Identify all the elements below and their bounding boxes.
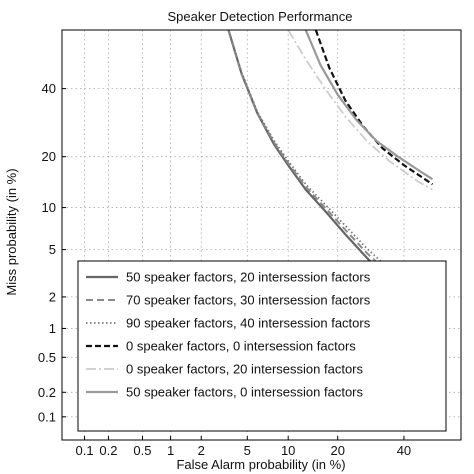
x-tick-label: 0.1 (76, 443, 94, 458)
legend: 50 speaker factors, 20 intersession fact… (77, 260, 447, 432)
legend-label-2: 70 speaker factors, 30 intersession fact… (126, 293, 371, 308)
legend-label-5: 0 speaker factors, 20 intersession facto… (126, 362, 364, 377)
x-tick-label: 10 (281, 443, 295, 458)
series-line-5 (287, 30, 433, 191)
legend-label-6: 50 speaker factors, 0 intersession facto… (126, 385, 364, 400)
legend-label-4: 0 speaker factors, 0 intersession factor… (126, 339, 356, 354)
legend-box (77, 260, 447, 432)
series-line-3 (227, 30, 411, 289)
y-tick-label: 5 (49, 242, 56, 257)
y-tick-label: 40 (42, 81, 56, 96)
x-tick-label: 5 (244, 443, 251, 458)
legend-label-1: 50 speaker factors, 20 intersession fact… (126, 270, 371, 285)
x-tick-label: 0.2 (99, 443, 117, 458)
y-tick-label: 10 (42, 200, 56, 215)
plot-frame (61, 29, 462, 441)
y-tick-label: 0.5 (38, 350, 56, 365)
x-tick-label: 0.5 (133, 443, 151, 458)
tick-labels: 0.1 0.2 0.5 1 2 5 10 20 40 0.1 0.2 0.5 1 2 5 10 20 40 (38, 81, 411, 458)
y-tick-label: 0.2 (38, 385, 56, 400)
y-tick-label: 20 (42, 149, 56, 164)
x-tick-label: 2 (198, 443, 205, 458)
y-tick-label: 1 (49, 321, 56, 336)
y-tick-label: 2 (49, 289, 56, 304)
legend-label-3: 90 speaker factors, 40 intersession fact… (126, 316, 371, 331)
series-line-2 (227, 30, 411, 294)
y-tick-label: 0.1 (38, 409, 56, 424)
x-axis-label: False Alarm probability (in %) (176, 457, 345, 472)
y-axis-label: Miss probability (in %) (4, 168, 19, 295)
x-tick-label: 40 (397, 443, 411, 458)
x-tick-label: 20 (330, 443, 344, 458)
x-tick-label: 1 (167, 443, 174, 458)
chart-title: Speaker Detection Performance (168, 9, 353, 24)
series-line-6 (304, 30, 434, 181)
